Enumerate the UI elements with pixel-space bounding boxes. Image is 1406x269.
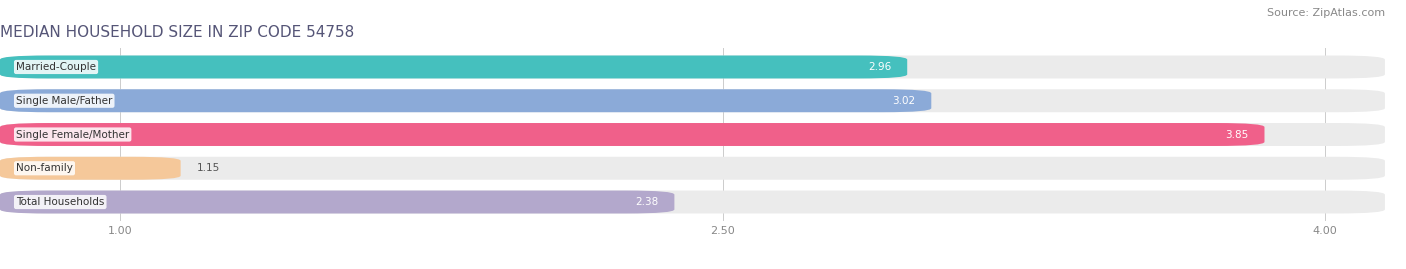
Text: Single Female/Mother: Single Female/Mother bbox=[15, 129, 129, 140]
Text: Non-family: Non-family bbox=[15, 163, 73, 173]
FancyBboxPatch shape bbox=[0, 89, 931, 112]
Text: 3.02: 3.02 bbox=[893, 96, 915, 106]
Text: 1.15: 1.15 bbox=[197, 163, 219, 173]
FancyBboxPatch shape bbox=[0, 123, 1264, 146]
Text: Married-Couple: Married-Couple bbox=[15, 62, 96, 72]
FancyBboxPatch shape bbox=[0, 123, 1385, 146]
FancyBboxPatch shape bbox=[0, 89, 1385, 112]
Text: MEDIAN HOUSEHOLD SIZE IN ZIP CODE 54758: MEDIAN HOUSEHOLD SIZE IN ZIP CODE 54758 bbox=[0, 25, 354, 40]
FancyBboxPatch shape bbox=[0, 55, 1385, 79]
Text: Single Male/Father: Single Male/Father bbox=[15, 96, 112, 106]
Text: 3.85: 3.85 bbox=[1225, 129, 1249, 140]
Text: Source: ZipAtlas.com: Source: ZipAtlas.com bbox=[1267, 8, 1385, 18]
FancyBboxPatch shape bbox=[0, 157, 180, 180]
FancyBboxPatch shape bbox=[0, 190, 675, 214]
Text: Total Households: Total Households bbox=[15, 197, 104, 207]
FancyBboxPatch shape bbox=[0, 157, 1385, 180]
Text: 2.96: 2.96 bbox=[868, 62, 891, 72]
Text: 2.38: 2.38 bbox=[636, 197, 658, 207]
FancyBboxPatch shape bbox=[0, 55, 907, 79]
FancyBboxPatch shape bbox=[0, 190, 1385, 214]
